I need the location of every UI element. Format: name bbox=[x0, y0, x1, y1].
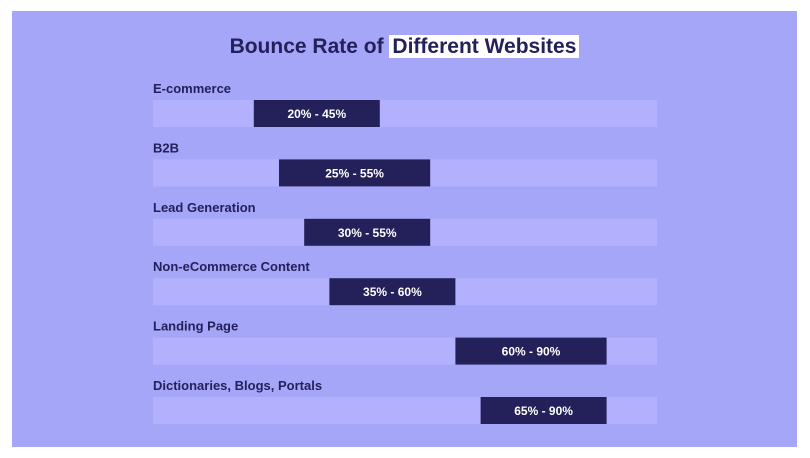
category-label: E-commerce bbox=[153, 81, 231, 96]
range-bar-chart: E-commerce 20% - 45% B2B 25% - 55% Lead Gene… bbox=[153, 81, 657, 424]
bar-track bbox=[153, 100, 657, 127]
category-label: Non-eCommerce Content bbox=[153, 259, 310, 274]
range-bar bbox=[329, 278, 456, 306]
range-value-label: 20% - 45% bbox=[287, 107, 346, 121]
range-value-label: 65% - 90% bbox=[514, 404, 573, 418]
category-label: Landing Page bbox=[153, 319, 238, 334]
title-highlight: Different Websites bbox=[389, 35, 580, 58]
range-bar bbox=[480, 397, 607, 424]
chart-panel: Bounce Rate of Different Websites E-comm… bbox=[12, 11, 797, 447]
range-value-label: 25% - 55% bbox=[325, 166, 384, 180]
range-value-label: 35% - 60% bbox=[363, 285, 422, 299]
range-bar bbox=[253, 100, 380, 127]
range-bar bbox=[304, 218, 431, 246]
category-label: Dictionaries, Blogs, Portals bbox=[153, 378, 322, 393]
range-value-label: 60% - 90% bbox=[502, 345, 561, 359]
title-part-1: Bounce Rate of bbox=[229, 35, 390, 58]
range-bar bbox=[455, 337, 607, 365]
category-label: B2B bbox=[153, 140, 179, 155]
chart-title: Bounce Rate of Different Websites bbox=[12, 35, 797, 59]
category-label: Lead Generation bbox=[153, 200, 256, 215]
range-bar bbox=[279, 159, 431, 187]
range-value-label: 30% - 55% bbox=[338, 226, 397, 240]
